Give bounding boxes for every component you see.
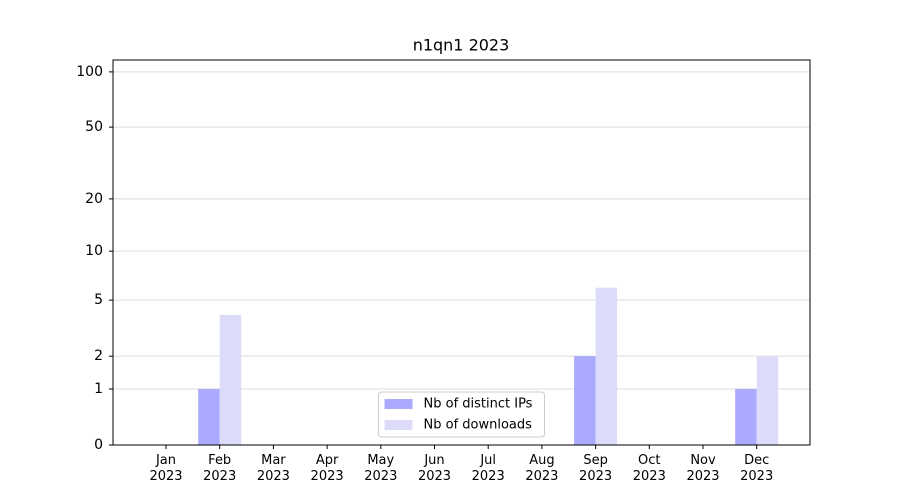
- plot-frame: [112, 59, 811, 446]
- legend-swatch: [384, 399, 413, 409]
- legend-swatch: [384, 420, 413, 430]
- bar: [219, 314, 242, 445]
- x-tick-label: Nov 2023: [686, 453, 720, 484]
- legend-box: [378, 391, 545, 438]
- bar: [198, 388, 220, 445]
- y-tick-label: 20: [85, 191, 103, 207]
- x-tick-label: Apr 2023: [310, 453, 344, 484]
- y-tick-label: 5: [94, 292, 103, 308]
- bar: [595, 287, 618, 445]
- x-tick-label: Jan 2023: [149, 453, 183, 484]
- bar: [574, 356, 596, 445]
- x-tick-label: Jun 2023: [417, 453, 452, 484]
- x-tick-label: Sep 2023: [579, 453, 613, 484]
- bar: [735, 388, 757, 445]
- y-tick-label: 1: [94, 381, 103, 397]
- y-tick-label: 100: [76, 64, 103, 80]
- legend-label: Nb of downloads: [424, 418, 533, 433]
- x-tick-label: Aug 2023: [525, 453, 559, 484]
- x-tick-label: Feb 2023: [203, 453, 237, 484]
- x-tick-label: Dec 2023: [740, 453, 774, 484]
- y-tick-label: 2: [94, 348, 103, 364]
- y-tick-label: 10: [85, 243, 103, 259]
- y-tick-label: 0: [94, 437, 103, 453]
- x-tick-label: May 2023: [364, 453, 398, 484]
- legend-label: Nb of distinct IPs: [424, 397, 533, 412]
- y-tick-label: 50: [85, 119, 103, 135]
- x-tick-label: Mar 2023: [256, 453, 290, 484]
- chart-title: n1qn1 2023: [413, 36, 510, 55]
- bar: [756, 356, 779, 445]
- x-tick-label: Jul 2023: [471, 453, 505, 484]
- x-tick-label: Oct 2023: [632, 453, 666, 484]
